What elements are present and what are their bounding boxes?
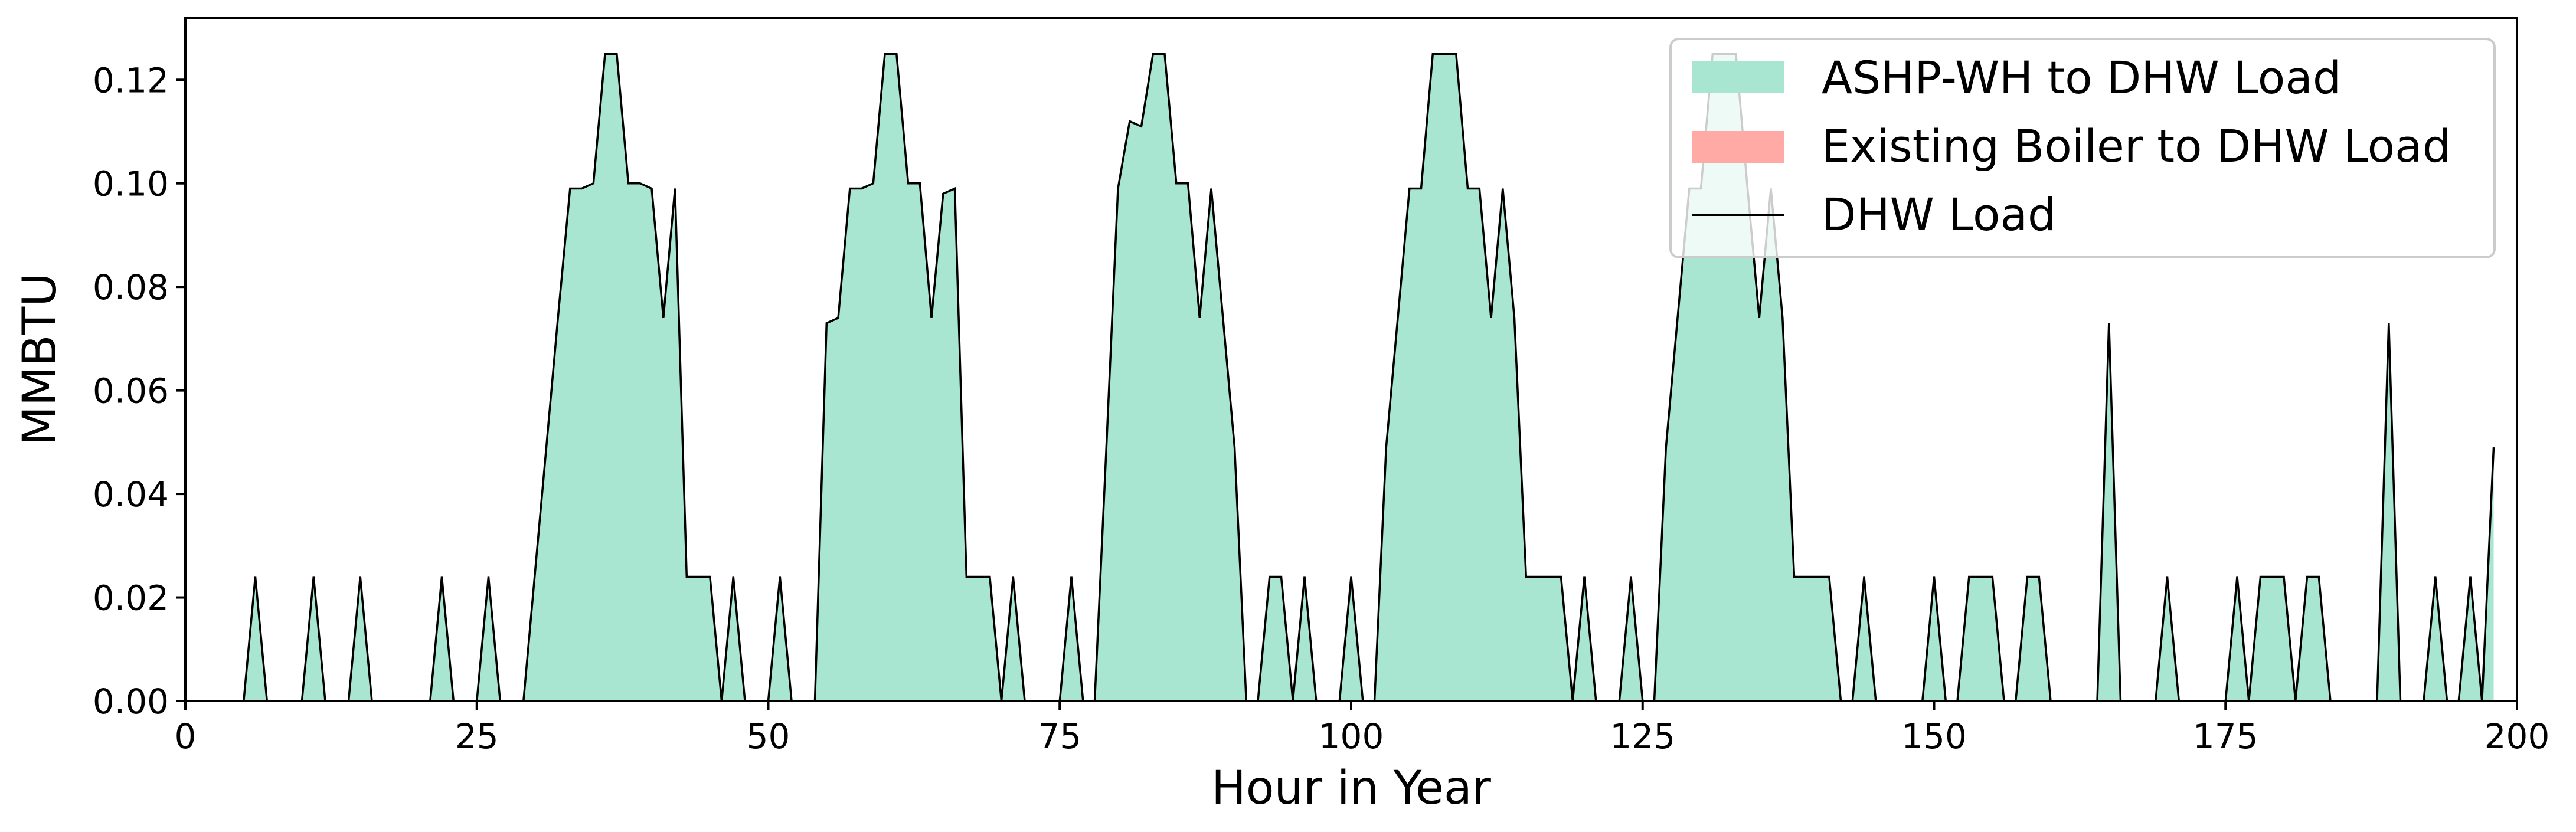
y-axis-title: MMBTU xyxy=(14,273,67,446)
x-tick-label: 150 xyxy=(1901,716,1967,756)
y-tick-label: 0.10 xyxy=(93,164,169,204)
y-tick-label: 0.02 xyxy=(93,578,169,618)
legend-swatch-ashp xyxy=(1692,61,1784,93)
x-tick-label: 100 xyxy=(1319,716,1384,756)
y-tick-label: 0.06 xyxy=(93,371,169,411)
legend-label-dhw-load: DHW Load xyxy=(1822,188,2056,241)
y-tick-label: 0.00 xyxy=(93,682,169,722)
x-tick-label: 175 xyxy=(2193,716,2258,756)
x-tick-label: 200 xyxy=(2485,716,2550,756)
y-tick-label: 0.08 xyxy=(93,267,169,307)
ashp-area-series xyxy=(185,54,2494,701)
legend-label-boiler: Existing Boiler to DHW Load xyxy=(1822,120,2451,172)
legend: ASHP-WH to DHW Load Existing Boiler to D… xyxy=(1669,38,2496,258)
x-axis-title: Hour in Year xyxy=(1211,762,1492,815)
x-tick-label: 125 xyxy=(1610,716,1675,756)
y-tick-label: 0.12 xyxy=(93,60,169,100)
x-axis-ticks: 0 25 50 75 100 125 150 175 200 xyxy=(175,701,2550,756)
y-axis-ticks: 0.00 0.02 0.04 0.06 0.08 0.10 0.12 xyxy=(93,60,185,722)
x-tick-label: 0 xyxy=(175,716,197,756)
x-tick-label: 75 xyxy=(1038,716,1081,756)
y-tick-label: 0.04 xyxy=(93,474,169,515)
legend-label-ashp: ASHP-WH to DHW Load xyxy=(1822,51,2341,104)
x-tick-label: 50 xyxy=(747,716,790,756)
x-tick-label: 25 xyxy=(455,716,499,756)
legend-box xyxy=(1669,38,2496,258)
legend-swatch-boiler xyxy=(1692,131,1784,163)
